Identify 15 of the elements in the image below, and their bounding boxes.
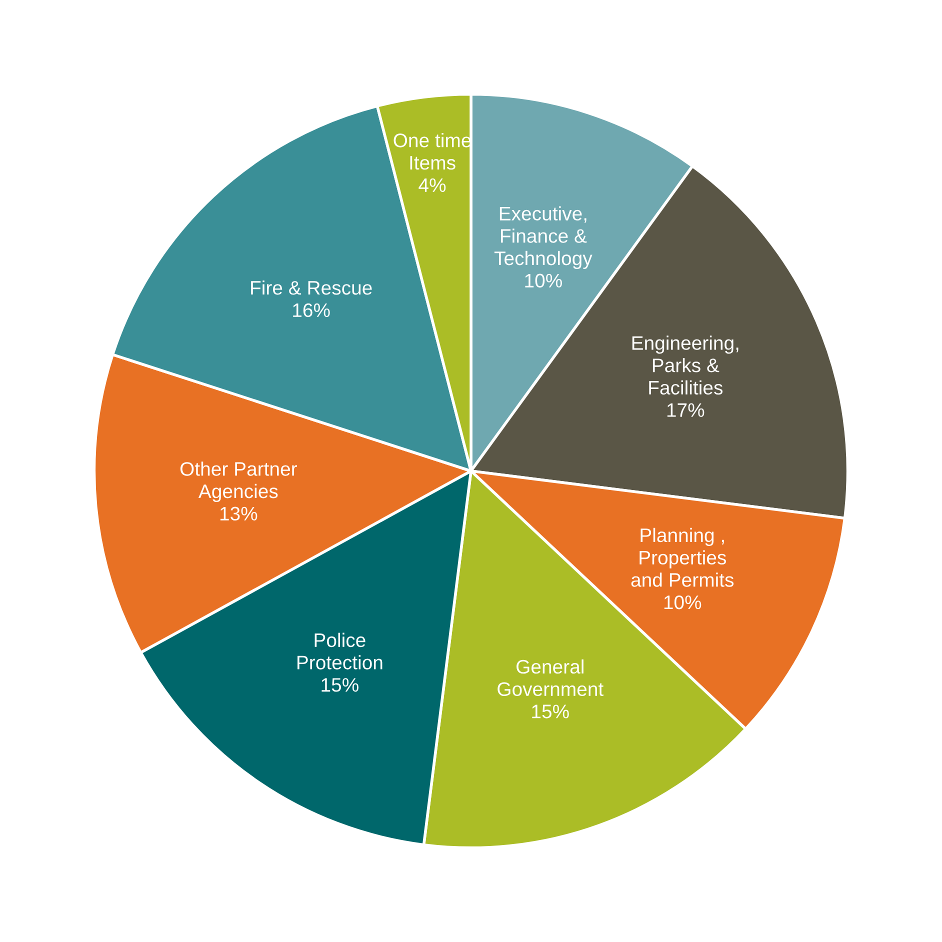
slice-label: Executive, Finance & Technology bbox=[494, 206, 592, 270]
data-label: 13% bbox=[220, 506, 258, 521]
data-label: 15% bbox=[322, 678, 358, 692]
data-label: 17% bbox=[667, 403, 704, 417]
slice-label: Police Protection bbox=[298, 632, 382, 670]
data-label: 10% bbox=[525, 274, 562, 288]
slice-label: General Government bbox=[498, 659, 604, 696]
data-label: 4% bbox=[418, 178, 446, 192]
slice-label: Planning , Properties and Permits bbox=[631, 528, 734, 587]
slice-label: Engineering, Parks & Facilities bbox=[632, 336, 738, 395]
slice-label: Fire & Rescue bbox=[251, 280, 372, 295]
slice-label: Other Partner Agencies bbox=[180, 462, 297, 502]
data-label: 10% bbox=[664, 595, 702, 610]
data-label: 15% bbox=[532, 704, 569, 718]
data-label: 16% bbox=[293, 303, 330, 318]
